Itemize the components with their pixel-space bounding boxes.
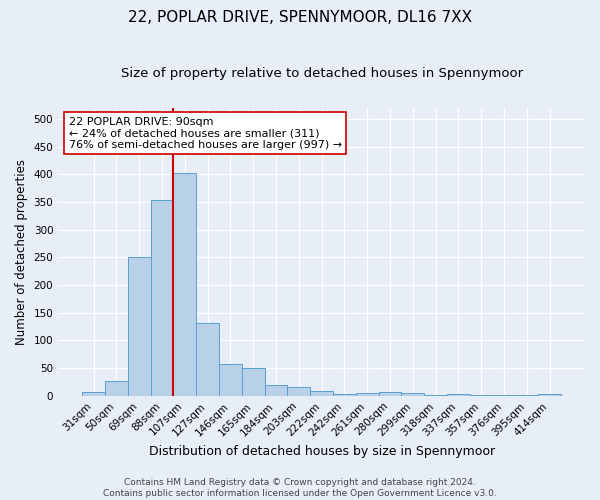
Bar: [356, 392, 379, 396]
Bar: [447, 394, 470, 396]
Bar: [265, 385, 287, 396]
Bar: [287, 387, 310, 396]
Bar: [128, 257, 151, 396]
Text: 22, POPLAR DRIVE, SPENNYMOOR, DL16 7XX: 22, POPLAR DRIVE, SPENNYMOOR, DL16 7XX: [128, 10, 472, 25]
Bar: [379, 392, 401, 396]
Bar: [333, 394, 356, 396]
Bar: [82, 392, 105, 396]
Bar: [196, 324, 219, 396]
Bar: [219, 364, 242, 396]
Text: 22 POPLAR DRIVE: 90sqm
← 24% of detached houses are smaller (311)
76% of semi-de: 22 POPLAR DRIVE: 90sqm ← 24% of detached…: [69, 116, 342, 150]
Bar: [538, 394, 561, 396]
Bar: [401, 393, 424, 396]
Text: Contains HM Land Registry data © Crown copyright and database right 2024.
Contai: Contains HM Land Registry data © Crown c…: [103, 478, 497, 498]
X-axis label: Distribution of detached houses by size in Spennymoor: Distribution of detached houses by size …: [149, 444, 494, 458]
Bar: [242, 368, 265, 396]
Bar: [105, 382, 128, 396]
Title: Size of property relative to detached houses in Spennymoor: Size of property relative to detached ho…: [121, 68, 523, 80]
Bar: [151, 200, 173, 396]
Bar: [173, 173, 196, 396]
Bar: [310, 392, 333, 396]
Y-axis label: Number of detached properties: Number of detached properties: [15, 159, 28, 345]
